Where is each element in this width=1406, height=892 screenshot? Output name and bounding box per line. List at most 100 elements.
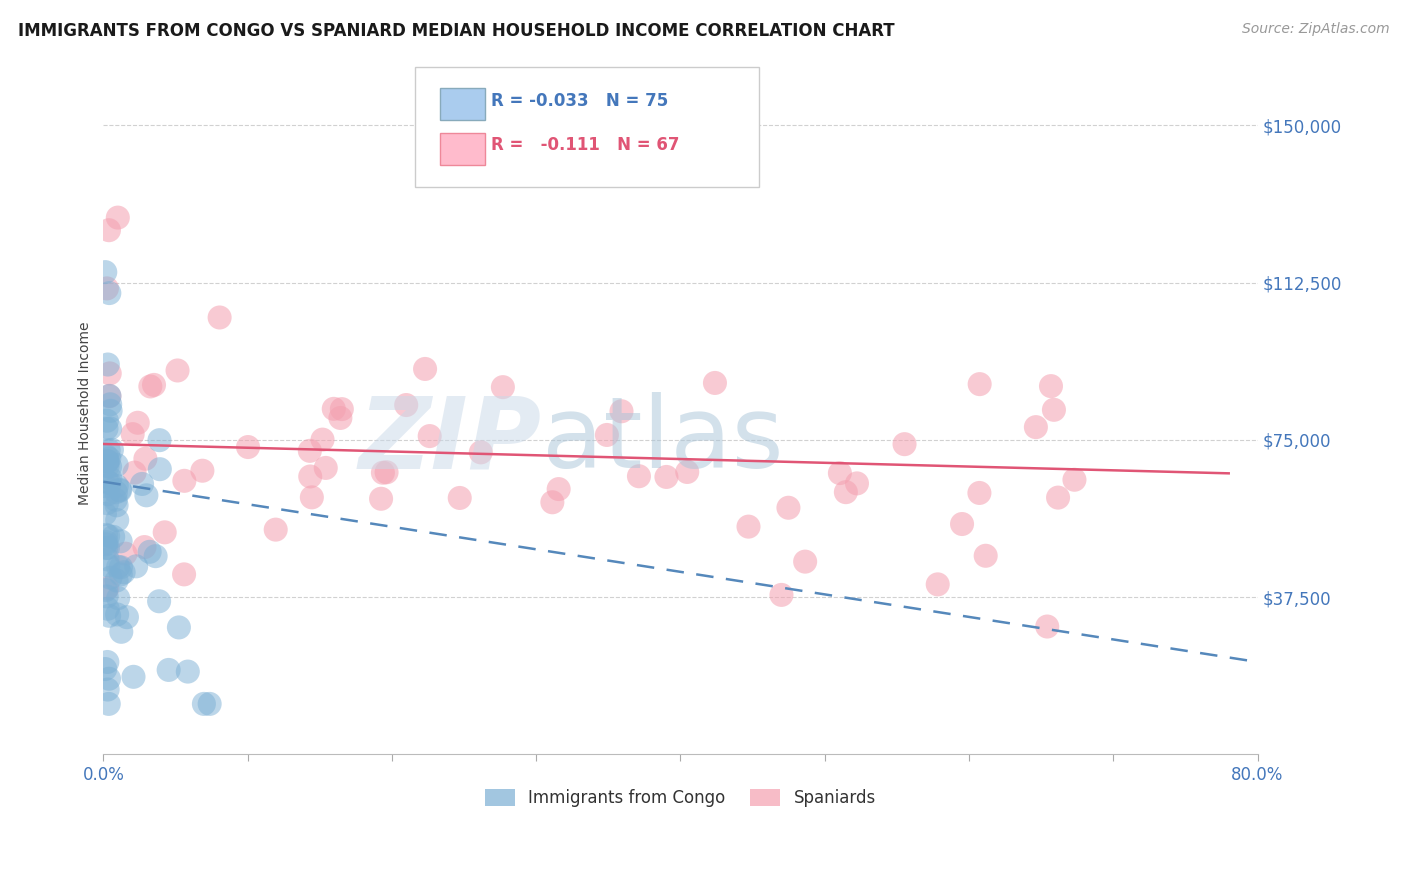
Point bbox=[419, 429, 441, 443]
Point bbox=[676, 465, 699, 479]
Point bbox=[110, 567, 132, 582]
Point bbox=[104, 492, 127, 507]
Point bbox=[97, 601, 120, 615]
Text: Source: ZipAtlas.com: Source: ZipAtlas.com bbox=[1241, 22, 1389, 37]
Point bbox=[97, 697, 120, 711]
Point bbox=[105, 458, 128, 472]
Point bbox=[98, 608, 121, 623]
Point bbox=[315, 461, 337, 475]
Point bbox=[96, 582, 118, 596]
Point bbox=[177, 665, 200, 679]
Point bbox=[449, 491, 471, 505]
Point bbox=[121, 427, 143, 442]
Point bbox=[547, 482, 569, 496]
Point bbox=[97, 443, 120, 458]
Point bbox=[112, 565, 135, 579]
Point bbox=[94, 507, 117, 521]
Point bbox=[153, 525, 176, 540]
Point bbox=[98, 367, 121, 381]
Point bbox=[778, 500, 800, 515]
Point bbox=[98, 389, 121, 403]
Point bbox=[193, 697, 215, 711]
Point bbox=[395, 398, 418, 412]
Point bbox=[96, 458, 118, 473]
Point bbox=[139, 379, 162, 393]
Point bbox=[127, 416, 149, 430]
Point bbox=[329, 411, 352, 425]
Point bbox=[134, 451, 156, 466]
Point bbox=[828, 466, 851, 480]
Point bbox=[97, 487, 120, 501]
Point bbox=[640, 131, 662, 145]
Point bbox=[97, 223, 120, 237]
Point bbox=[96, 535, 118, 549]
Point bbox=[299, 469, 322, 483]
Point bbox=[1063, 473, 1085, 487]
Point bbox=[100, 571, 122, 585]
Point bbox=[264, 523, 287, 537]
Text: ZIP: ZIP bbox=[359, 392, 541, 490]
Point bbox=[927, 577, 949, 591]
Point bbox=[100, 404, 122, 418]
Point bbox=[114, 547, 136, 561]
Point bbox=[135, 488, 157, 502]
Point bbox=[105, 607, 128, 622]
Point bbox=[492, 380, 515, 394]
Point bbox=[198, 697, 221, 711]
Point bbox=[98, 389, 121, 403]
Point bbox=[173, 567, 195, 582]
Point bbox=[98, 421, 121, 435]
Point bbox=[846, 476, 869, 491]
Point bbox=[1039, 379, 1062, 393]
Point bbox=[157, 663, 180, 677]
Point bbox=[94, 662, 117, 676]
Point bbox=[94, 582, 117, 597]
Point bbox=[97, 541, 120, 555]
Point bbox=[148, 594, 170, 608]
Point bbox=[191, 464, 214, 478]
Point bbox=[167, 620, 190, 634]
Point bbox=[105, 499, 128, 513]
Point bbox=[96, 281, 118, 295]
Point bbox=[375, 465, 398, 479]
Point bbox=[105, 574, 128, 588]
Point bbox=[94, 479, 117, 493]
Point bbox=[97, 558, 120, 573]
Point bbox=[794, 555, 817, 569]
Point bbox=[143, 378, 166, 392]
Point bbox=[97, 455, 120, 469]
Point bbox=[94, 265, 117, 279]
Point bbox=[835, 485, 858, 500]
Point bbox=[236, 440, 259, 454]
Point bbox=[96, 496, 118, 510]
Point bbox=[97, 552, 120, 566]
Text: atlas: atlas bbox=[541, 392, 783, 490]
Text: IMMIGRANTS FROM CONGO VS SPANIARD MEDIAN HOUSEHOLD INCOME CORRELATION CHART: IMMIGRANTS FROM CONGO VS SPANIARD MEDIAN… bbox=[18, 22, 894, 40]
Point bbox=[105, 479, 128, 493]
Point bbox=[470, 445, 492, 459]
Point bbox=[969, 486, 991, 500]
Point bbox=[107, 560, 129, 574]
Point bbox=[108, 483, 131, 497]
Point bbox=[166, 363, 188, 377]
Point bbox=[96, 454, 118, 468]
Point bbox=[610, 404, 633, 418]
Point bbox=[704, 376, 727, 390]
Point bbox=[98, 471, 121, 485]
Point bbox=[627, 469, 650, 483]
Point bbox=[311, 433, 333, 447]
Point bbox=[96, 414, 118, 428]
Point bbox=[413, 362, 436, 376]
Y-axis label: Median Household Income: Median Household Income bbox=[79, 322, 93, 506]
Point bbox=[596, 428, 619, 442]
Point bbox=[96, 590, 118, 604]
Point bbox=[655, 470, 678, 484]
Point bbox=[98, 286, 121, 301]
Point bbox=[97, 529, 120, 543]
Point bbox=[110, 534, 132, 549]
Point bbox=[94, 541, 117, 555]
Point bbox=[107, 591, 129, 606]
Point bbox=[97, 358, 120, 372]
Point bbox=[173, 474, 195, 488]
Point bbox=[893, 437, 915, 451]
